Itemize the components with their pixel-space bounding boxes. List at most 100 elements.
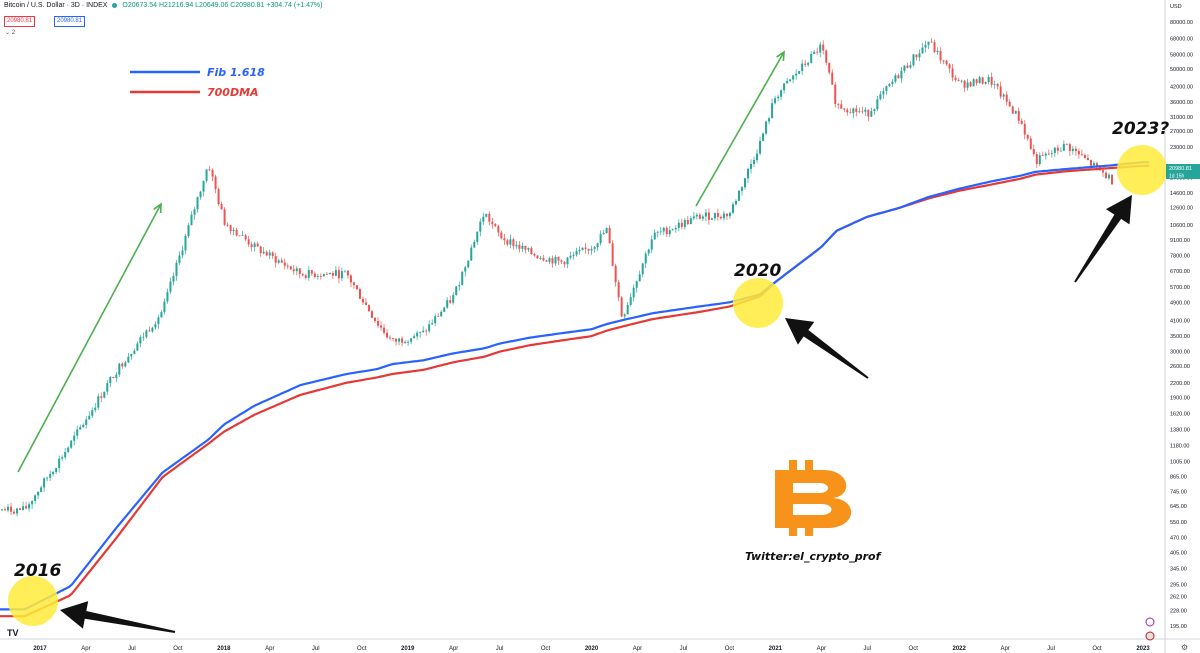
candle-body — [1059, 150, 1062, 152]
candle — [112, 376, 115, 379]
y-tick-label: 7800.00 — [1170, 254, 1190, 260]
candle — [1035, 151, 1038, 168]
candle — [247, 235, 250, 247]
candle-body — [398, 338, 401, 342]
candle — [199, 190, 202, 200]
indicator-toggle[interactable]: ⌄ 2 — [5, 30, 16, 36]
candle-body — [909, 65, 912, 68]
green-arrow-shaft — [17, 203, 162, 473]
y-tick-label: 262.00 — [1170, 594, 1187, 600]
candle — [208, 166, 211, 172]
candle — [596, 242, 599, 252]
candle-body — [563, 261, 566, 265]
candle — [325, 271, 328, 275]
candle-body — [545, 260, 548, 262]
flag-icon[interactable] — [1145, 631, 1155, 641]
candle — [870, 107, 873, 118]
candle — [605, 227, 608, 234]
candle-body — [846, 109, 849, 113]
candle-body — [370, 311, 373, 318]
x-tick-label: Jul — [128, 646, 136, 652]
candle — [647, 248, 650, 257]
candle-body — [280, 260, 283, 263]
ask-price-pill[interactable]: 20980.81 — [54, 16, 86, 27]
candle-body — [1, 509, 3, 511]
candle-body — [581, 247, 584, 250]
candle-body — [804, 63, 807, 65]
candle-body — [307, 270, 310, 278]
candle-body — [154, 324, 157, 328]
candle-body — [1080, 154, 1083, 156]
candle-body — [924, 44, 927, 48]
candle-body — [349, 275, 352, 283]
candle-body — [575, 251, 578, 255]
candle — [67, 446, 70, 454]
candle-body — [449, 300, 452, 303]
candle — [355, 285, 358, 291]
candle-body — [897, 75, 900, 79]
candle — [554, 255, 557, 266]
candle-body — [286, 265, 289, 267]
annotation-2023: 2023? — [1112, 119, 1169, 139]
candle — [692, 212, 695, 221]
candle — [602, 229, 605, 235]
axis-currency: USD — [1170, 4, 1182, 10]
candle — [268, 249, 271, 260]
candle — [551, 255, 554, 268]
candle-body — [527, 248, 530, 250]
candle — [298, 267, 301, 279]
candle-body — [792, 75, 795, 80]
candle-body — [193, 209, 196, 215]
annotation-2020: 2020 — [734, 261, 781, 281]
candle-body — [786, 80, 789, 84]
candle-body — [434, 316, 437, 324]
candle — [584, 242, 587, 254]
candle — [581, 247, 584, 251]
candle — [527, 247, 530, 252]
candle — [894, 73, 897, 84]
candle — [319, 273, 322, 280]
candle-body — [383, 327, 386, 333]
x-tick-label: 2020 — [585, 646, 599, 652]
candle — [398, 337, 401, 346]
twitter-handle: Twitter:el_crypto_prof — [745, 550, 882, 563]
candle-body — [133, 350, 136, 354]
candle-body — [25, 506, 28, 509]
candle-body — [1032, 149, 1035, 155]
candle — [383, 324, 386, 336]
candle-body — [1068, 144, 1071, 151]
candle-body — [1107, 174, 1110, 179]
candle — [545, 259, 548, 263]
candle — [792, 74, 795, 84]
time-axis[interactable]: 2017 Apr Jul Oct 2018 Apr Jul Oct 2019 Apr Jul Oct 2… — [33, 646, 1150, 652]
candle-body — [707, 212, 710, 220]
candle-body — [515, 244, 518, 247]
candle — [957, 77, 960, 82]
candle-body — [1053, 147, 1056, 154]
candle-body — [599, 234, 602, 244]
candle-body — [497, 226, 500, 233]
candle-body — [819, 44, 822, 53]
candle — [1020, 118, 1023, 125]
candle — [301, 272, 304, 277]
replay-icon[interactable] — [1145, 617, 1155, 627]
candle — [364, 298, 367, 306]
settings-icon[interactable]: ⚙ — [1181, 643, 1188, 652]
x-tick-label: Apr — [817, 646, 826, 652]
candle — [106, 379, 109, 395]
candle — [139, 335, 142, 348]
candle — [960, 79, 963, 84]
candle-body — [491, 221, 494, 225]
candle-body — [783, 83, 786, 91]
candle — [689, 215, 692, 225]
x-tick-label: 2018 — [217, 646, 231, 652]
candle-body — [906, 65, 909, 68]
candle-body — [464, 267, 467, 272]
candle-body — [488, 213, 491, 222]
candle — [1074, 146, 1077, 156]
bid-price-pill[interactable]: 20980.81 — [4, 16, 36, 27]
candle-body — [404, 342, 407, 343]
candle — [1002, 92, 1005, 101]
candle — [1026, 134, 1029, 141]
